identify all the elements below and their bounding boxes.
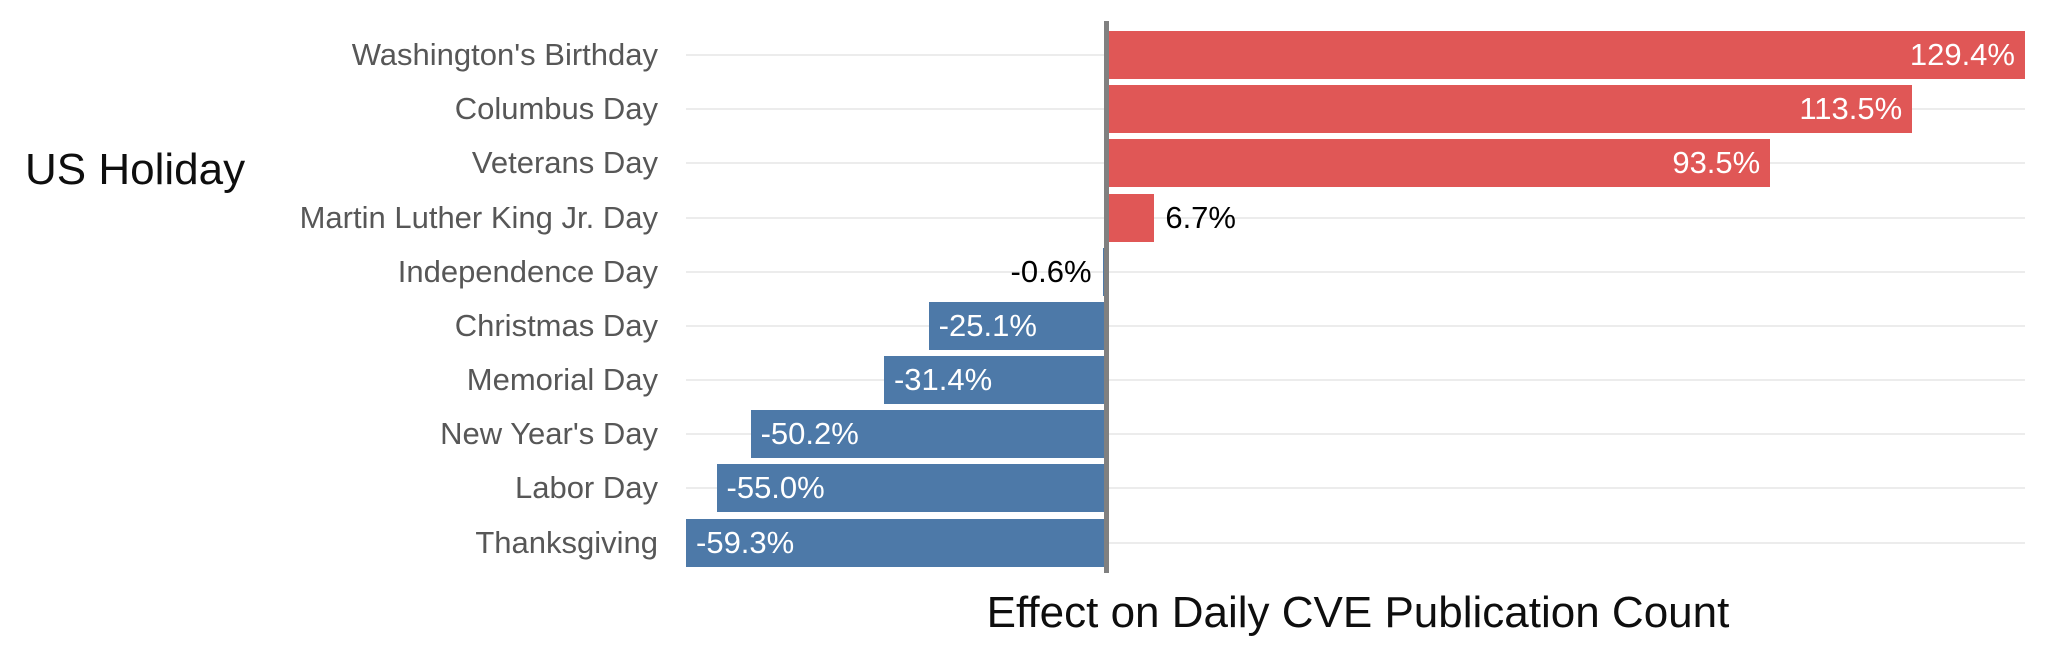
category-label: Martin Luther King Jr. Day	[299, 199, 658, 235]
category-label: Thanksgiving	[475, 524, 658, 560]
row-gridline	[686, 433, 2025, 436]
bar-value-label: -25.1%	[938, 307, 1037, 343]
category-label: Independence Day	[397, 253, 658, 289]
category-label: Christmas Day	[454, 307, 658, 343]
row-gridline	[686, 270, 2025, 273]
zero-axis-line	[1104, 21, 1110, 573]
bar-value-label: -31.4%	[893, 362, 993, 398]
bar	[716, 464, 1107, 513]
bar	[686, 518, 1107, 567]
row-gridline	[686, 541, 2025, 544]
bar-value-label: -0.6%	[1010, 253, 1092, 289]
category-label: Washington's Birthday	[351, 37, 658, 72]
bar-value-label: 6.7%	[1165, 199, 1236, 235]
category-label: New Year's Day	[440, 416, 658, 452]
bar-value-label: -59.3%	[696, 524, 795, 560]
bar	[1106, 85, 1913, 134]
bar-value-label: -55.0%	[726, 470, 825, 506]
category-label: Memorial Day	[466, 362, 658, 398]
bar	[750, 410, 1107, 459]
category-label: Labor Day	[514, 470, 658, 506]
row-gridline	[686, 487, 2025, 490]
bar-value-label: 93.5%	[1672, 145, 1761, 181]
row-gridline	[686, 379, 2025, 382]
bar-value-label: -50.2%	[760, 416, 859, 452]
bar-value-label: 129.4%	[1909, 37, 2015, 72]
row-gridline	[686, 216, 2025, 219]
category-label: Columbus Day	[454, 91, 658, 127]
x-axis-title: Effect on Daily CVE Publication Count	[986, 588, 1730, 637]
bar-value-label: 113.5%	[1799, 91, 1903, 127]
bar	[883, 356, 1107, 405]
bar	[1106, 31, 2025, 79]
bar	[1106, 193, 1155, 242]
bar	[1106, 139, 1771, 188]
bar	[928, 301, 1107, 350]
y-axis-title: US Holiday	[25, 145, 246, 194]
row-gridline	[686, 324, 2025, 327]
category-label: Veterans Day	[471, 145, 658, 181]
